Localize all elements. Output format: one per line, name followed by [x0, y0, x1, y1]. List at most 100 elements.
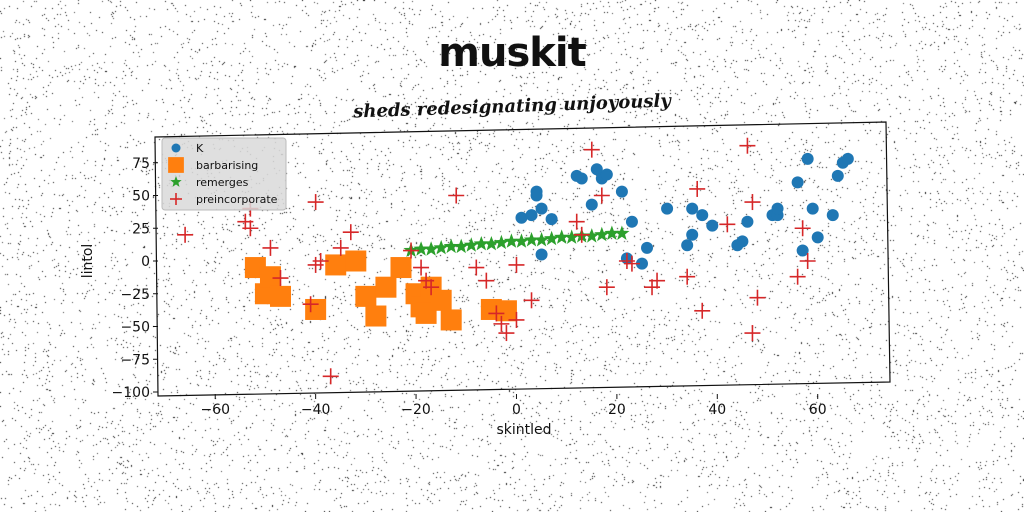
series-barbarising [244, 250, 517, 331]
preincorporate-point [498, 325, 515, 342]
y-tick-label: −25 [120, 287, 150, 303]
K-point [525, 209, 538, 222]
preincorporate-point [623, 255, 640, 272]
preincorporate-point [679, 268, 696, 285]
barbarising-point [269, 285, 291, 307]
remerges-point [523, 232, 540, 247]
remerges-point [433, 239, 449, 255]
preincorporate-point [177, 226, 194, 243]
K-point [625, 215, 638, 228]
K-point [635, 257, 648, 270]
K-point [736, 235, 749, 248]
y-tick-label: 25 [132, 221, 150, 237]
K-point [535, 202, 548, 215]
K-point [686, 202, 699, 215]
preincorporate-point [523, 292, 540, 309]
preincorporate-point [508, 256, 525, 273]
K-point [791, 176, 804, 189]
preincorporate-point [242, 220, 259, 237]
barbarising-point [305, 298, 327, 320]
preincorporate-point [749, 289, 766, 306]
x-tick-label: 60 [809, 402, 827, 418]
remerges-point [493, 234, 509, 250]
K-point [796, 244, 809, 257]
preincorporate-point [403, 242, 420, 259]
plot-border [154, 121, 891, 397]
legend-box [161, 137, 287, 211]
y-tick-label: −100 [112, 385, 150, 401]
preincorporate-point [649, 272, 666, 289]
remerges-point [554, 229, 570, 244]
preincorporate-point [312, 253, 329, 269]
preincorporate-point [508, 311, 525, 328]
series-K [515, 152, 854, 270]
K-point [641, 241, 654, 254]
legend-label-barbarising: barbarising [196, 159, 258, 172]
preincorporate-point [413, 259, 430, 276]
K-point [801, 152, 814, 165]
preincorporate-point [689, 180, 706, 197]
preincorporate-point [468, 259, 485, 276]
preincorporate-point [423, 279, 440, 296]
K-point [615, 185, 628, 198]
K-point [585, 198, 598, 211]
remerges-point [483, 236, 499, 251]
preincorporate-point [598, 279, 615, 296]
legend-marker-barbarising [168, 157, 184, 173]
remerges-point [503, 233, 520, 248]
remerges-point [614, 225, 630, 240]
series-preincorporate [177, 137, 816, 385]
barbarising-point [325, 254, 347, 276]
remerges-point [584, 228, 600, 243]
remerges-point [604, 225, 620, 240]
K-point [686, 228, 699, 241]
preincorporate-point [794, 220, 811, 237]
preincorporate-point [322, 368, 339, 385]
legend-label-remerges: remerges [196, 176, 249, 189]
K-point [841, 152, 854, 165]
K-point [831, 169, 844, 182]
preincorporate-point [332, 239, 349, 256]
legend-marker-preincorporate [170, 193, 182, 205]
preincorporate-point [478, 272, 495, 289]
data-marks [177, 137, 854, 385]
x-tick-label: 20 [608, 402, 626, 418]
remerges-point [534, 232, 550, 247]
K-point [811, 231, 824, 244]
remerges-point [513, 233, 530, 248]
preincorporate-point [694, 302, 711, 319]
preincorporate-point [744, 194, 761, 211]
preincorporate-point [448, 187, 465, 204]
remerges-point [544, 230, 560, 246]
K-point [515, 211, 528, 224]
remerges-point [413, 241, 429, 256]
preincorporate-point [568, 213, 585, 230]
y-tick-label: −50 [120, 320, 150, 336]
preincorporate-point [488, 305, 505, 322]
K-point [575, 172, 588, 185]
preincorporate-point [307, 194, 324, 211]
preincorporate-point [342, 224, 359, 241]
x-tick-label: 40 [708, 402, 726, 418]
K-point [806, 202, 819, 215]
barbarising-point [355, 285, 377, 307]
preincorporate-point [583, 141, 600, 158]
legend-marker-remerges [170, 176, 182, 187]
preincorporate-point [789, 268, 806, 285]
remerges-point [443, 238, 459, 254]
K-point [681, 239, 694, 252]
remerges-point [594, 226, 610, 242]
K-point [590, 163, 603, 176]
K-point [535, 248, 548, 261]
K-point [530, 189, 543, 202]
y-tick-label: −75 [120, 352, 150, 368]
K-point [696, 209, 709, 222]
preincorporate-point [744, 325, 761, 342]
K-point [741, 215, 754, 228]
x-tick-label: −60 [200, 402, 230, 418]
preincorporate-point [302, 296, 319, 313]
preincorporate-point [573, 226, 590, 243]
axis-ticks: −60 −40 −20 0 20 40 60 −100 −75 −50 −25 0 25 50 75 [112, 156, 827, 418]
